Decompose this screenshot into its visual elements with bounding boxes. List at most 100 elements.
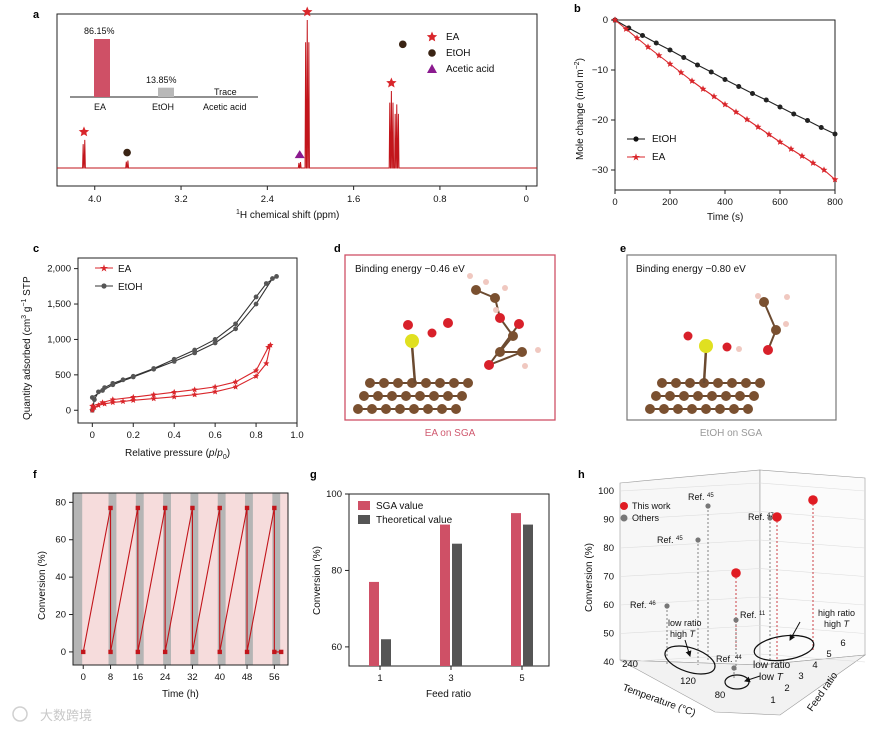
legend-a-etoh-icon [428, 49, 436, 57]
inset-cat-acid: Acetic acid [203, 102, 247, 112]
point-b-ea-19 [820, 166, 828, 173]
tick-label-c-y-3: 1,500 [47, 299, 71, 310]
tick-label-h-z-1: 90 [603, 515, 614, 526]
tick-label-b-y-1: −10 [592, 65, 608, 76]
point-b-etoh-16 [832, 131, 838, 137]
tick-label-b-x-2: 400 [717, 197, 733, 208]
point-f-3 [135, 505, 141, 511]
legend-a-acid: Acetic acid [446, 64, 494, 75]
panel-b-ylabel: Mole change (mol m−2) [574, 58, 586, 160]
point-c-ea-7 [150, 395, 157, 402]
point-f-0 [81, 649, 86, 655]
tick-label-f-x-5: 40 [214, 672, 225, 683]
legend-h-thiswork: This work [632, 501, 671, 511]
tick-label-g-x-2: 5 [519, 673, 524, 684]
d-graphene-atom-1-6 [443, 391, 453, 401]
point-c-ea-0 [89, 407, 96, 413]
inset-pct-ea: 86.15% [84, 26, 115, 36]
tick-label-b-x-3: 600 [772, 197, 788, 208]
legend-h-others: Others [632, 513, 660, 523]
f-band-4 [217, 493, 226, 665]
h-grid-r-4 [759, 596, 866, 606]
tick-label-h-z-0: 100 [598, 486, 614, 497]
legend-g-theo: Theoretical value [376, 515, 453, 526]
e-graphene-atom-0-0 [657, 378, 667, 388]
d-graphene-atom-2-1 [367, 404, 377, 414]
point-c-etoh-12 [253, 294, 259, 300]
point-c-etoh-15 [270, 276, 275, 281]
d-graphene-atom-0-5 [435, 378, 445, 388]
peak-marker-etoh-1 [123, 148, 131, 157]
d-h-1 [483, 279, 489, 285]
panel-a-xlabel: 1H chemical shift (ppm) [236, 209, 339, 221]
watermark-logo-icon [12, 706, 28, 722]
e-graphene-atom-0-5 [727, 378, 737, 388]
ref-11: Ref. 11 [740, 610, 766, 620]
point-b-ea-11 [732, 108, 740, 115]
e-graphene-atom-0-6 [741, 378, 751, 388]
point-b-etoh-14 [805, 118, 810, 123]
point-b-ea-18 [809, 159, 817, 166]
tick-label-b-y-0: 0 [603, 15, 608, 26]
d-graphene-atom-2-4 [409, 404, 419, 414]
point-b-ea-15 [776, 138, 784, 145]
e-graphene-atom-1-6 [735, 391, 745, 401]
point-f-8 [190, 649, 195, 655]
point-c-etoh-18 [212, 340, 218, 346]
point-f-10 [217, 649, 222, 655]
d-graphene-atom-0-4 [421, 378, 431, 388]
point-f-7 [190, 505, 195, 511]
d-sulfur [405, 334, 419, 348]
legend-a-acid-icon [427, 64, 437, 73]
tick-label-a-1: 3.2 [174, 194, 187, 205]
ref-45b: Ref. 45 [657, 535, 683, 545]
legend-g-sga: SGA value [376, 501, 424, 512]
point-c-etoh-19 [192, 350, 198, 356]
panel-f-cycle-chart: 0 8 16 24 32 40 48 56 0 20 40 60 80 Time (h) Convers… [37, 492, 289, 700]
point-c-ea-1 [91, 404, 98, 411]
point-c-ea-17 [232, 378, 239, 385]
point-b-etoh-3 [653, 40, 659, 46]
point-b-etoh-4 [667, 47, 673, 53]
point-c-ea-15 [265, 343, 272, 350]
tick-label-h-z-3: 70 [603, 572, 614, 583]
panel-d-binding: Binding energy −0.46 eV [355, 264, 465, 275]
tick-label-h-f-5: 6 [840, 638, 845, 649]
tick-label-h-f-4: 5 [826, 649, 831, 660]
point-b-ea-8 [699, 85, 707, 92]
tick-label-f-y-4: 80 [55, 497, 66, 508]
tick-label-f-y-1: 20 [55, 610, 66, 621]
panel-b-xlabel: Time (s) [707, 212, 743, 223]
point-b-ea-3 [644, 43, 652, 50]
point-c-ea-10 [212, 388, 219, 395]
d-ea-atom-7 [514, 319, 524, 329]
e-graphene-atom-2-7 [743, 404, 753, 414]
e-oxygen-1 [683, 331, 693, 341]
tick-label-f-y-0: 0 [61, 647, 66, 658]
panel-f-xlabel: Time (h) [162, 689, 199, 700]
e-h-0 [755, 293, 761, 299]
panel-d-molecule: Binding energy −0.46 eV EA on SGA [344, 254, 556, 439]
legend-c-ea: EA [118, 264, 132, 275]
panel-b-mole-chart: 0 200 400 600 800 0 −10 −20 −30 Time (s) Mole ch… [574, 15, 843, 223]
d-graphene-atom-2-5 [423, 404, 433, 414]
legend-b-etoh: EtOH [652, 134, 676, 145]
point-f-14 [272, 649, 277, 655]
point-c-etoh-25 [89, 395, 95, 400]
f-band-2 [163, 493, 171, 665]
d-graphene-atom-1-1 [373, 391, 383, 401]
panel-label-f: f [33, 469, 37, 481]
bar-g-sga-0 [369, 581, 379, 666]
point-b-etoh-15 [818, 125, 824, 130]
h-point-thiswork-0 [731, 568, 741, 578]
tick-label-g-x-0: 1 [377, 673, 382, 684]
d-graphene-atom-2-0 [353, 404, 363, 414]
tick-label-b-y-2: −20 [592, 115, 608, 126]
point-c-etoh-2 [96, 389, 101, 395]
peak-marker-ea-3 [302, 6, 313, 17]
e-h-3 [736, 346, 742, 352]
tick-label-c-x-1: 0.2 [127, 430, 140, 441]
point-c-ea-19 [191, 386, 198, 393]
point-c-etoh-22 [130, 374, 136, 380]
point-c-ea-16 [252, 367, 260, 374]
